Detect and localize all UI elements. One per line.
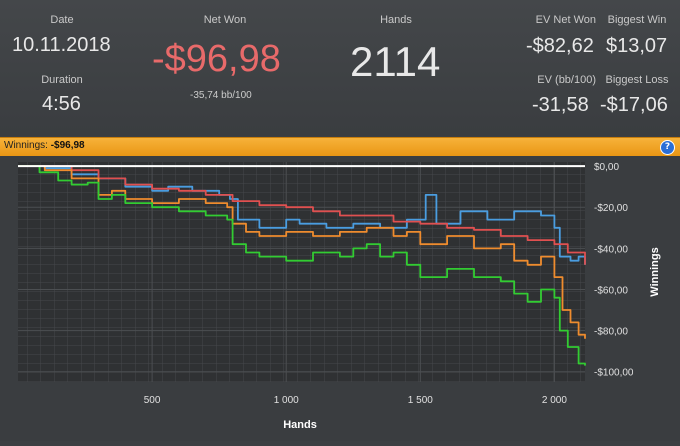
winnings-chart-area: $0,00 -$20,00 -$40,00 -$60,00 -$80,00 -$100,0… (0, 156, 680, 441)
winnings-chart: $0,00 -$20,00 -$40,00 -$60,00 -$80,00 -$100,0… (18, 162, 661, 431)
bb-per-100: -35,74 bb/100 (190, 90, 252, 101)
ev-net-won-value: -$82,62 (526, 35, 594, 57)
winnings-bar-text: Winnings: -$96,98 (4, 140, 85, 151)
winnings-label: Winnings: (4, 140, 48, 151)
hands-label: Hands (380, 14, 412, 26)
x-tick-label: 500 (144, 395, 161, 406)
ev-bb-label: EV (bb/100) (537, 74, 596, 86)
biggest-loss-label: Biggest Loss (605, 74, 669, 86)
x-tick-label: 2 000 (542, 395, 567, 406)
biggest-loss-value: -$17,06 (600, 94, 668, 116)
y-tick-label: -$80,00 (594, 327, 628, 338)
stats-panel: Date 10.11.2018 Duration 4:56 Net Won -$… (0, 0, 680, 136)
y-tick-label: $0,00 (594, 162, 619, 173)
y-tick-label: -$60,00 (594, 285, 628, 296)
duration-label: Duration (41, 74, 83, 86)
net-won-value: -$96,98 (152, 38, 281, 80)
biggest-win-label: Biggest Win (607, 14, 667, 26)
x-tick-label: 1 000 (274, 395, 299, 406)
biggest-win-value: $13,07 (606, 35, 668, 57)
date-label: Date (50, 14, 74, 26)
x-axis-label: Hands (283, 419, 317, 431)
net-won-label: Net Won (203, 14, 247, 26)
date-value: 10.11.2018 (12, 34, 111, 56)
winnings-bar: Winnings: -$96,98 ? (0, 137, 680, 157)
series-line-1 (18, 165, 586, 265)
ev-net-won-label: EV Net Won (535, 14, 596, 26)
y-tick-label: -$40,00 (594, 244, 628, 255)
duration-value: 4:56 (42, 93, 81, 115)
hands-value: 2114 (350, 38, 441, 85)
ev-bb-value: -31,58 (532, 94, 589, 116)
help-icon[interactable]: ? (660, 140, 675, 155)
y-axis-label: Winnings (649, 247, 661, 296)
y-tick-label: -$100,00 (594, 368, 634, 379)
series-line-3 (18, 165, 586, 366)
x-tick-label: 1 500 (408, 395, 433, 406)
winnings-value: -$96,98 (50, 140, 85, 151)
y-tick-label: -$20,00 (594, 203, 628, 214)
